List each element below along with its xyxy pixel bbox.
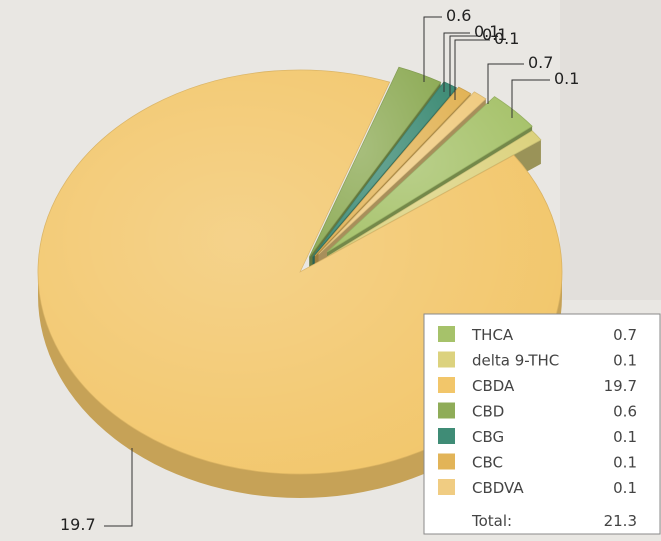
- legend-swatch-cbg: [438, 428, 455, 444]
- pie-slice-highlight-cbd: [309, 67, 441, 258]
- data-label-delta-9-thc: 0.1: [554, 69, 579, 88]
- leader-line-cbda: [104, 448, 133, 527]
- legend-label-cbdva: CBDVA: [472, 479, 524, 497]
- legend-swatch-thca: [438, 326, 455, 342]
- legend-swatch-cbd: [438, 402, 455, 419]
- legend-label-cbg: CBG: [472, 428, 504, 446]
- legend-value-cbdva: 0.1: [613, 479, 637, 497]
- legend-label-cbd: CBD: [472, 403, 504, 421]
- legend-total-value: 21.3: [604, 512, 637, 530]
- legend-value-cbg: 0.1: [613, 428, 637, 446]
- legend-value-delta-9-thc: 0.1: [613, 352, 637, 370]
- legend-box: [423, 313, 661, 535]
- legend-value-cbda: 19.7: [604, 377, 637, 395]
- leader-line-cbc: [449, 35, 478, 96]
- pie-slice-highlight-cbg: [312, 81, 457, 257]
- legend-label-cbda: CBDA: [472, 377, 515, 395]
- leader-line-delta-9-thc: [511, 79, 550, 118]
- data-label-cbd: 0.6: [446, 6, 471, 25]
- leader-line-cbg: [443, 32, 470, 92]
- legend-label-cbc: CBC: [472, 454, 503, 472]
- legend-swatch-cbda: [438, 377, 455, 393]
- data-labels: 0.60.10.10.10.70.119.7: [60, 6, 579, 534]
- data-label-cbc: 0.1: [482, 25, 507, 44]
- legend-swatch-cbdva: [438, 479, 455, 495]
- leader-lines: [104, 16, 550, 527]
- legend-value-cbc: 0.1: [613, 454, 637, 472]
- legend-value-cbd: 0.6: [613, 403, 637, 421]
- pie-slice-highlight-cbdva: [318, 91, 486, 255]
- data-label-cbg: 0.1: [474, 22, 499, 41]
- legend-label-delta-9-thc: delta 9-THC: [472, 352, 559, 370]
- pie-slice-highlight-cbc: [314, 87, 471, 257]
- leader-line-thca: [487, 63, 524, 104]
- data-label-cbda: 19.7: [60, 515, 96, 534]
- legend-value-thca: 0.7: [613, 326, 637, 344]
- legend-swatch-delta-9-thc: [438, 351, 455, 368]
- legend-label-thca: THCA: [471, 326, 514, 344]
- data-label-cbdva: 0.1: [494, 29, 519, 48]
- leader-line-cbdva: [454, 39, 490, 100]
- legend-total-label: Total:: [471, 512, 512, 530]
- leader-line-cbd: [423, 16, 442, 82]
- legend-swatch-cbc: [438, 453, 455, 470]
- legend: THCA 0.7 delta 9-THC 0.1 CBDA 19.7 CBD 0.6 CBG 0.…: [423, 313, 661, 535]
- pie-slice-highlight-thca: [327, 96, 533, 253]
- pie-slice-highlight-delta-9-thc: [327, 130, 541, 257]
- data-label-thca: 0.7: [528, 53, 553, 72]
